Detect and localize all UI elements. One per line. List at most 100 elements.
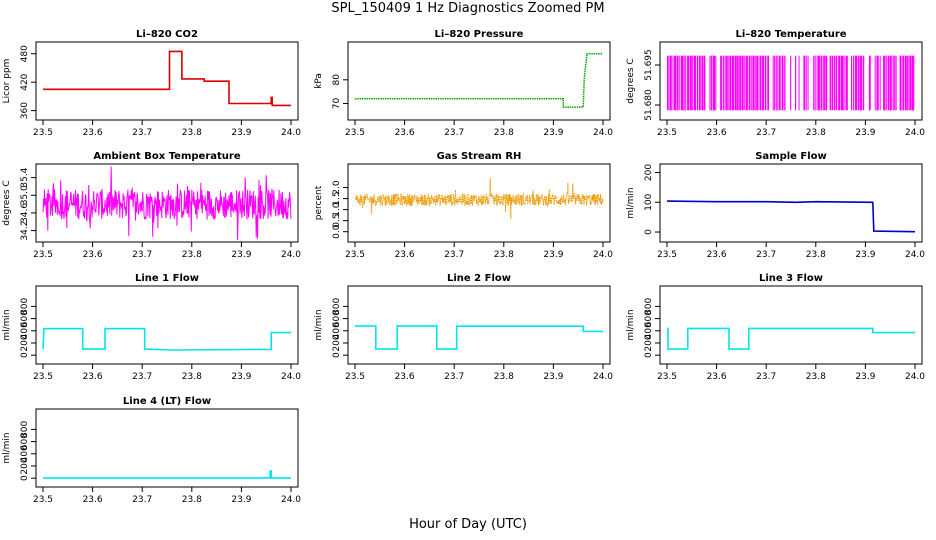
data-bar: [820, 55, 823, 111]
page-title: SPL_150409 1 Hz Diagnostics Zoomed PM: [331, 1, 605, 16]
y-tick-label: 34.6: [20, 203, 30, 223]
data-bar: [683, 55, 685, 111]
data-area: [42, 327, 291, 351]
chart-panel-6: Sample Flow ml/min 23.5 23.6 23.7 23.8 23.9 24.…: [626, 151, 925, 260]
series-line: [42, 166, 292, 241]
y-tick-label: 51.695: [644, 49, 654, 81]
data-bar: [739, 55, 742, 111]
x-tick-label: 23.7: [132, 128, 152, 138]
chart-title: Gas Stream RH: [437, 151, 522, 162]
y-tick-label: 51.680: [644, 89, 654, 121]
y-tick-label: 600: [20, 310, 30, 327]
data-bar: [667, 55, 669, 111]
y-tick-label: 200: [644, 164, 654, 181]
y-tick-label: 35.4: [20, 167, 30, 187]
x-tick-label: 23.7: [132, 250, 152, 260]
series-line-1: [667, 327, 915, 350]
x-tick-label: 23.8: [494, 250, 514, 260]
series-line-1: [666, 200, 916, 233]
x-tick-label: 23.6: [707, 250, 727, 260]
data-bar: [772, 55, 774, 111]
data-bar: [674, 55, 677, 111]
plot-frame: [35, 163, 299, 243]
data-bar: [823, 55, 825, 111]
y-tick-label: 0.5: [332, 213, 342, 227]
data-bar: [833, 55, 836, 111]
x-tick-label: 24.0: [593, 372, 613, 382]
x-tick-label: 24.0: [281, 128, 301, 138]
y-tick-label: 800: [20, 421, 30, 438]
data-bar: [876, 55, 879, 111]
x-tick-label: 23.6: [395, 250, 415, 260]
data-bar: [729, 55, 732, 111]
x-tick-label: 23.6: [83, 128, 103, 138]
x-tick-label: 23.5: [33, 128, 53, 138]
data-bar: [725, 55, 727, 111]
plot-frame: [347, 163, 611, 243]
x-tick-label: 23.9: [543, 128, 563, 138]
x-tick-label: 23.8: [182, 372, 202, 382]
data-bar: [756, 55, 759, 111]
x-tick-label: 23.8: [806, 250, 826, 260]
y-axis-label: percent: [314, 185, 324, 220]
x-tick-label: 23.8: [182, 495, 202, 505]
series-line-1: [355, 52, 603, 108]
chart-title: Line 2 Flow: [447, 273, 511, 284]
x-tick-label: 23.6: [707, 372, 727, 382]
y-tick-label: 400: [20, 322, 30, 339]
x-tick-label: 23.7: [132, 372, 152, 382]
data-bar: [669, 55, 672, 111]
y-axis-label: ml/min: [2, 309, 12, 340]
data-bar: [831, 55, 834, 111]
data-bar: [899, 55, 902, 111]
x-tick-label: 24.0: [905, 250, 925, 260]
y-tick-label: 200: [644, 334, 654, 351]
plot-frame: [659, 41, 923, 121]
y-tick-label: 80: [332, 74, 342, 86]
x-tick-label: 23.5: [657, 372, 677, 382]
x-tick-label: 23.5: [657, 250, 677, 260]
x-tick-label: 23.7: [132, 495, 152, 505]
data-bar: [767, 55, 770, 111]
x-tick-label: 23.7: [756, 372, 776, 382]
x-tick-label: 23.5: [657, 128, 677, 138]
x-tick-label: 23.6: [83, 495, 103, 505]
y-tick-label: 600: [644, 310, 654, 327]
chart-title: Line 3 Flow: [759, 273, 823, 284]
x-tick-label: 23.6: [83, 250, 103, 260]
y-tick-label: 800: [644, 298, 654, 315]
plot-frame: [35, 285, 299, 365]
y-tick-label: 100: [644, 193, 654, 210]
chart-panel-5: Gas Stream RH percent 23.5 23.6 23.7 23.8 23.9…: [314, 151, 613, 260]
data-area: [42, 166, 292, 241]
plot-frame: [35, 408, 299, 488]
x-tick-label: 23.6: [395, 372, 415, 382]
data-bar: [734, 55, 737, 111]
y-tick-label: 35.0: [20, 185, 30, 205]
y-tick-label: 34.2: [20, 221, 30, 241]
data-bar: [751, 55, 753, 111]
data-bar: [860, 55, 862, 111]
chart-title: Ambient Box Temperature: [93, 151, 240, 162]
data-bar: [715, 55, 717, 111]
data-bar: [829, 55, 831, 111]
data-bar: [680, 55, 684, 111]
data-bar: [816, 55, 818, 111]
chart-panel-4: Ambient Box Temperature degrees C 23.5 23.6…: [2, 151, 301, 260]
y-tick-label: 600: [332, 310, 342, 327]
series-line-1: [42, 327, 291, 351]
data-bar: [698, 55, 701, 111]
y-tick-label: 400: [332, 322, 342, 339]
x-tick-label: 23.8: [806, 372, 826, 382]
data-bar: [911, 55, 915, 111]
y-tick-label: 400: [644, 322, 654, 339]
x-tick-label: 23.9: [543, 372, 563, 382]
data-bar: [745, 55, 748, 111]
y-axis-label: ml/min: [2, 432, 12, 463]
data-bar: [755, 55, 757, 111]
data-bar: [905, 55, 907, 111]
y-tick-label: 400: [20, 445, 30, 462]
data-bar: [835, 55, 838, 111]
data-bar: [703, 55, 706, 111]
data-bar: [857, 55, 860, 111]
